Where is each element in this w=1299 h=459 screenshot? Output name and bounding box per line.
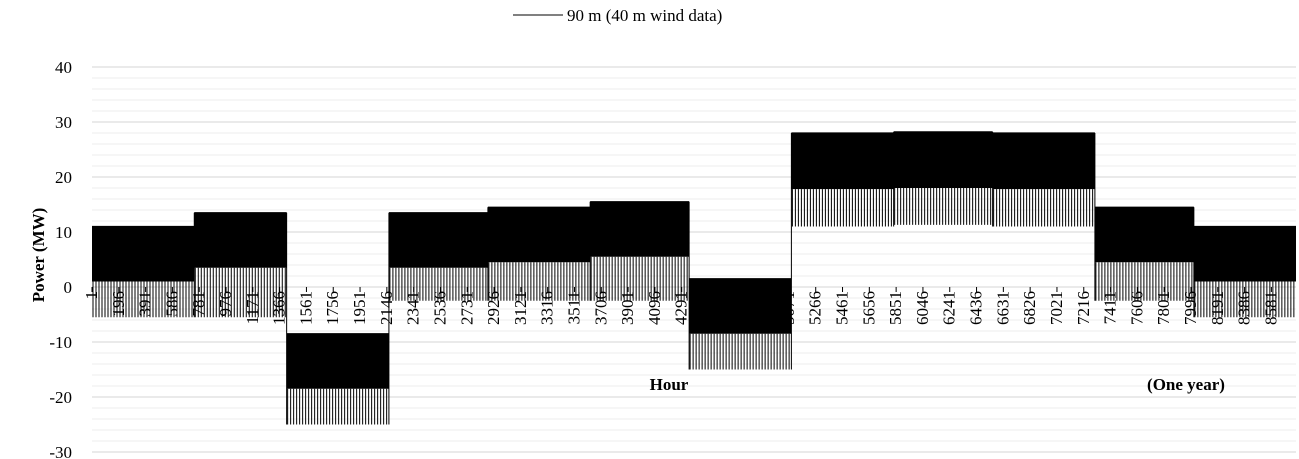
series-segment [893,131,993,227]
segment-upper-block [992,133,1095,190]
segment-upper-block [689,278,792,334]
y-tick-label: 30 [55,113,72,132]
x-tick-label: 5656 [859,291,878,325]
series-segment [992,131,1095,227]
y-tick-label: -20 [49,388,72,407]
x-tick-label: 1951 [350,291,369,325]
series-segment [688,201,792,370]
x-tick-label: 6436 [967,291,986,325]
x-tick-label: 2926 [484,291,503,325]
y-tick-label: -10 [49,333,72,352]
x-tick-label: 5461 [833,291,852,325]
segment-upper-block [92,226,195,282]
segment-upper-block [388,212,488,268]
x-tick-label: 4291 [672,291,691,325]
x-tick-label: 781 [189,291,208,317]
x-tick-label: 7411 [1101,291,1120,324]
x-tick-label: 1 [82,291,101,300]
x-tick-label: 6631 [993,291,1012,325]
x-tick-label: 3706 [591,291,610,325]
series-bars [92,131,1296,425]
x-tick-label: 7216 [1074,291,1093,325]
x-tick-label: 7606 [1127,291,1146,325]
x-tick-label: 6241 [940,291,959,325]
x-tick-label: 6826 [1020,291,1039,325]
x-tick-label: 2341 [404,291,423,325]
x-tick-label: 391 [136,291,155,317]
x-tick-label: 7021 [1047,291,1066,325]
x-tick-label: 586 [162,291,181,317]
x-tick-label: 976 [216,291,235,317]
segment-upper-block [1193,226,1296,282]
x-tick-label: 2731 [457,291,476,325]
legend: 90 m (40 m wind data) [513,6,722,25]
segment-upper-block [590,201,690,257]
y-tick-label: 20 [55,168,72,187]
x-tick-label: 5266 [806,291,825,325]
x-tick-label: 196 [109,291,128,317]
x-axis-note: (One year) [1147,375,1225,394]
x-tick-label: 1366 [270,291,289,325]
series-segment [1094,133,1194,301]
y-tick-label: 10 [55,223,72,242]
x-tick-label: 3316 [538,291,557,325]
series-segment [589,201,690,301]
series-segment [1193,207,1296,318]
y-tick-label: 40 [55,58,72,77]
x-tick-label: 4681 [725,291,744,325]
series-segment [286,212,389,425]
segment-upper-block [286,333,389,389]
x-axis-ticks: 1 196 391 586 781 976 1171 1366 1561 1756 1951 2146… [82,287,1280,325]
x-tick-label: 8581 [1261,291,1280,325]
x-tick-label: 7996 [1181,291,1200,325]
x-tick-label: 1561 [296,291,315,325]
x-tick-label: 2536 [430,291,449,325]
segment-upper-block [893,131,993,188]
series-segment [92,225,195,318]
y-tick-label: 0 [64,278,73,297]
x-tick-label: 4486 [699,291,718,325]
y-axis-ticks: -30 -20 -10 0 10 20 30 40 [49,58,72,459]
legend-label: 90 m (40 m wind data) [567,6,722,25]
series-segment [790,132,894,370]
x-tick-label: 8191 [1208,291,1227,325]
series-segment [487,206,591,301]
x-tick-label: 7801 [1154,291,1173,325]
x-tick-label: 6046 [913,291,932,325]
y-tick-label: -30 [49,443,72,459]
x-tick-label: 1171 [243,291,262,324]
series-segment [388,212,488,425]
x-tick-label: 5071 [779,291,798,325]
x-tick-label: 5851 [886,291,905,325]
segment-upper-block [487,207,591,263]
x-tick-label: 2146 [377,291,396,325]
x-tick-label: 3511 [564,291,583,324]
x-tick-label: 4096 [645,291,664,325]
y-axis-label: Power (MW) [29,208,48,303]
x-tick-label: 3121 [511,291,530,325]
x-tick-label: 4876 [752,291,771,325]
x-tick-label: 1756 [323,291,342,325]
series-segment [193,212,287,318]
x-tick-label: 8386 [1235,291,1254,325]
x-tick-label: 3901 [618,291,637,325]
segment-upper-block [1094,207,1194,263]
segment-upper-block [194,212,287,268]
segment-upper-block [791,133,894,190]
x-axis-label: Hour [650,375,689,394]
